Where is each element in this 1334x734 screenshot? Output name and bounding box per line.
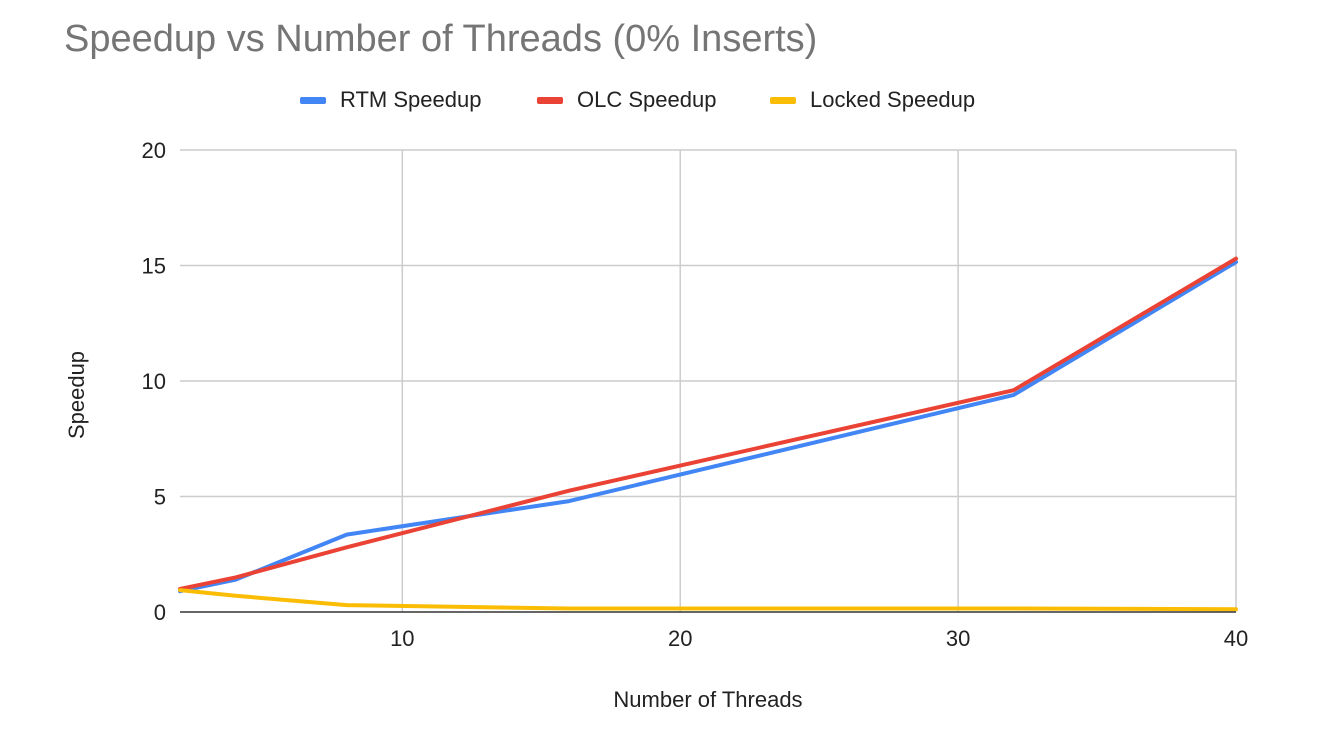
tick-labels: 0 5 10 15 20 10 20 30 40: [142, 138, 1249, 651]
legend-item-olc[interactable]: OLC Speedup: [537, 84, 716, 116]
y-tick-label: 20: [142, 138, 166, 163]
legend-swatch-olc: [537, 96, 563, 104]
legend-item-rtm[interactable]: RTM Speedup: [300, 84, 481, 116]
x-tick-label: 40: [1224, 626, 1248, 651]
series-lines: [178, 256, 1238, 612]
x-axis-title: Number of Threads: [613, 687, 802, 712]
y-tick-label: 10: [142, 369, 166, 394]
legend-label-locked: Locked Speedup: [810, 87, 976, 112]
y-tick-label: 0: [154, 600, 166, 625]
legend-label-olc: OLC Speedup: [577, 87, 717, 112]
legend-item-locked[interactable]: Locked Speedup: [770, 84, 975, 116]
chart-title: Speedup vs Number of Threads (0% Inserts…: [64, 18, 818, 60]
series-line-2: [178, 588, 1238, 612]
y-tick-label: 5: [154, 485, 166, 510]
series-line-0: [178, 260, 1238, 594]
legend-swatch-rtm: [300, 96, 326, 104]
x-tick-label: 30: [946, 626, 970, 651]
legend: RTM Speedup OLC Speedup Locked Speedup: [0, 84, 1334, 116]
y-tick-label: 15: [142, 254, 166, 279]
legend-label-rtm: RTM Speedup: [340, 87, 482, 112]
x-tick-label: 10: [390, 626, 414, 651]
y-axis-title: Speedup: [64, 351, 89, 439]
x-tick-label: 20: [668, 626, 692, 651]
series-line-1: [178, 256, 1238, 591]
grid-lines: [180, 149, 1237, 612]
legend-swatch-locked: [770, 96, 796, 104]
